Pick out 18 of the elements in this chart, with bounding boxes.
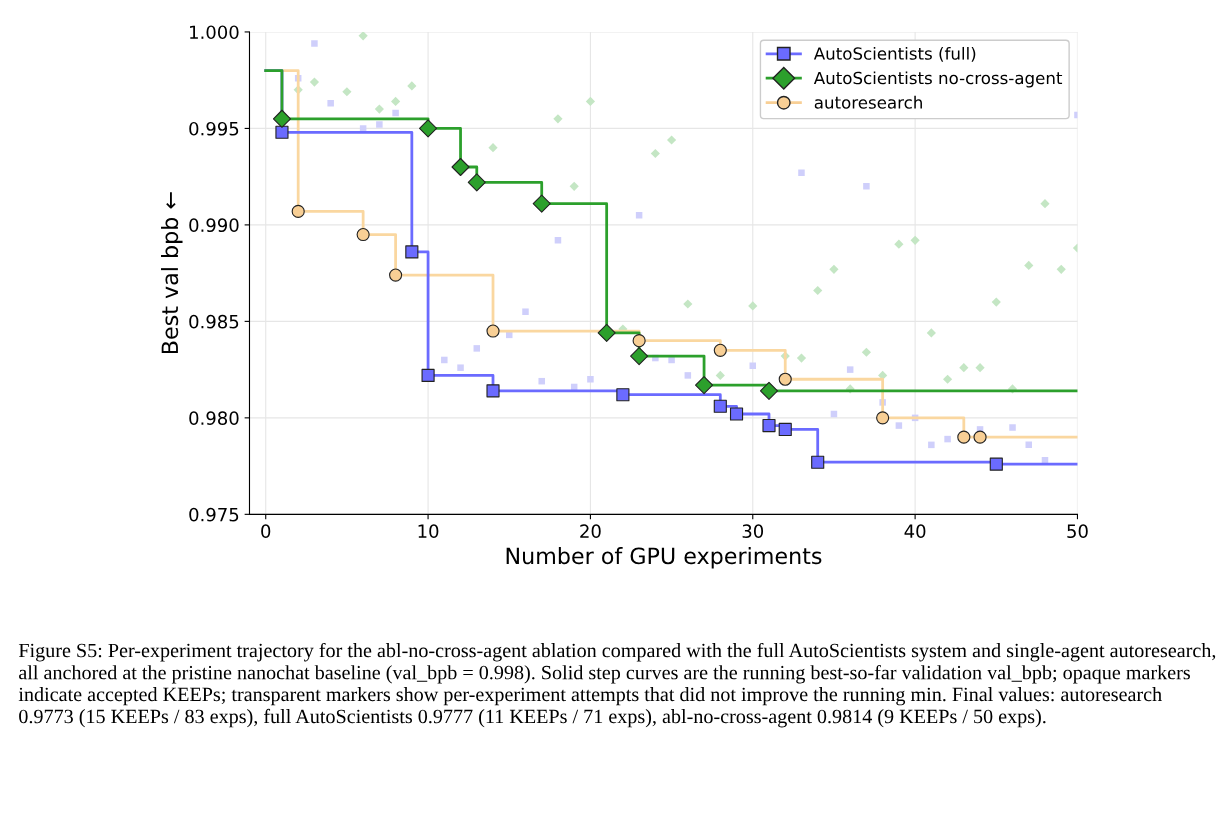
y-tick-label: 0.975 xyxy=(189,507,239,522)
y-tick-label: 0.995 xyxy=(189,121,239,136)
legend-label: autoresearch xyxy=(814,95,922,109)
legend-label: AutoScientists no-cross-agent xyxy=(813,71,1063,88)
x-tick-label: 50 xyxy=(1067,524,1088,539)
y-axis-title: Best val bpb ← xyxy=(161,192,183,354)
legend-label: AutoScientists (full) xyxy=(813,46,976,62)
x-tick-label: 20 xyxy=(580,524,601,539)
y-tick-label: 0.980 xyxy=(189,411,239,425)
x-tick-label: 0 xyxy=(261,524,271,539)
y-tick-label: 0.985 xyxy=(189,314,239,329)
x-axis-title: Number of GPU experiments xyxy=(506,547,822,569)
x-tick-label: 10 xyxy=(418,524,439,539)
x-tick-label: 40 xyxy=(904,524,926,539)
caption: Figure S5: Per-experiment trajectory for the abl-no-cross-agent ablation compared with the full AutoScientists system and single-agent autoresearch, all anchored at the pristine nanochat baseline (val_bpb = 0.998). Solid step curves are the running best-so-far validation val_bpb; opaque markers indicate accepted KEEPs; transparent markers show per-experiment attempts that did not improve the running min. Final values: autoresearch 0.9773 (15 KEEPs / 83 exps), full AutoScientists 0.9777 (11 KEEPs / 71 exps), abl-no-cross-agent 0.9814 (9 KEEPs / 50 exps). xyxy=(18,642,1216,728)
y-tick-label: 0.990 xyxy=(189,218,239,233)
y-tick-label: 1.000 xyxy=(190,25,239,40)
x-tick-label: 30 xyxy=(742,524,764,539)
